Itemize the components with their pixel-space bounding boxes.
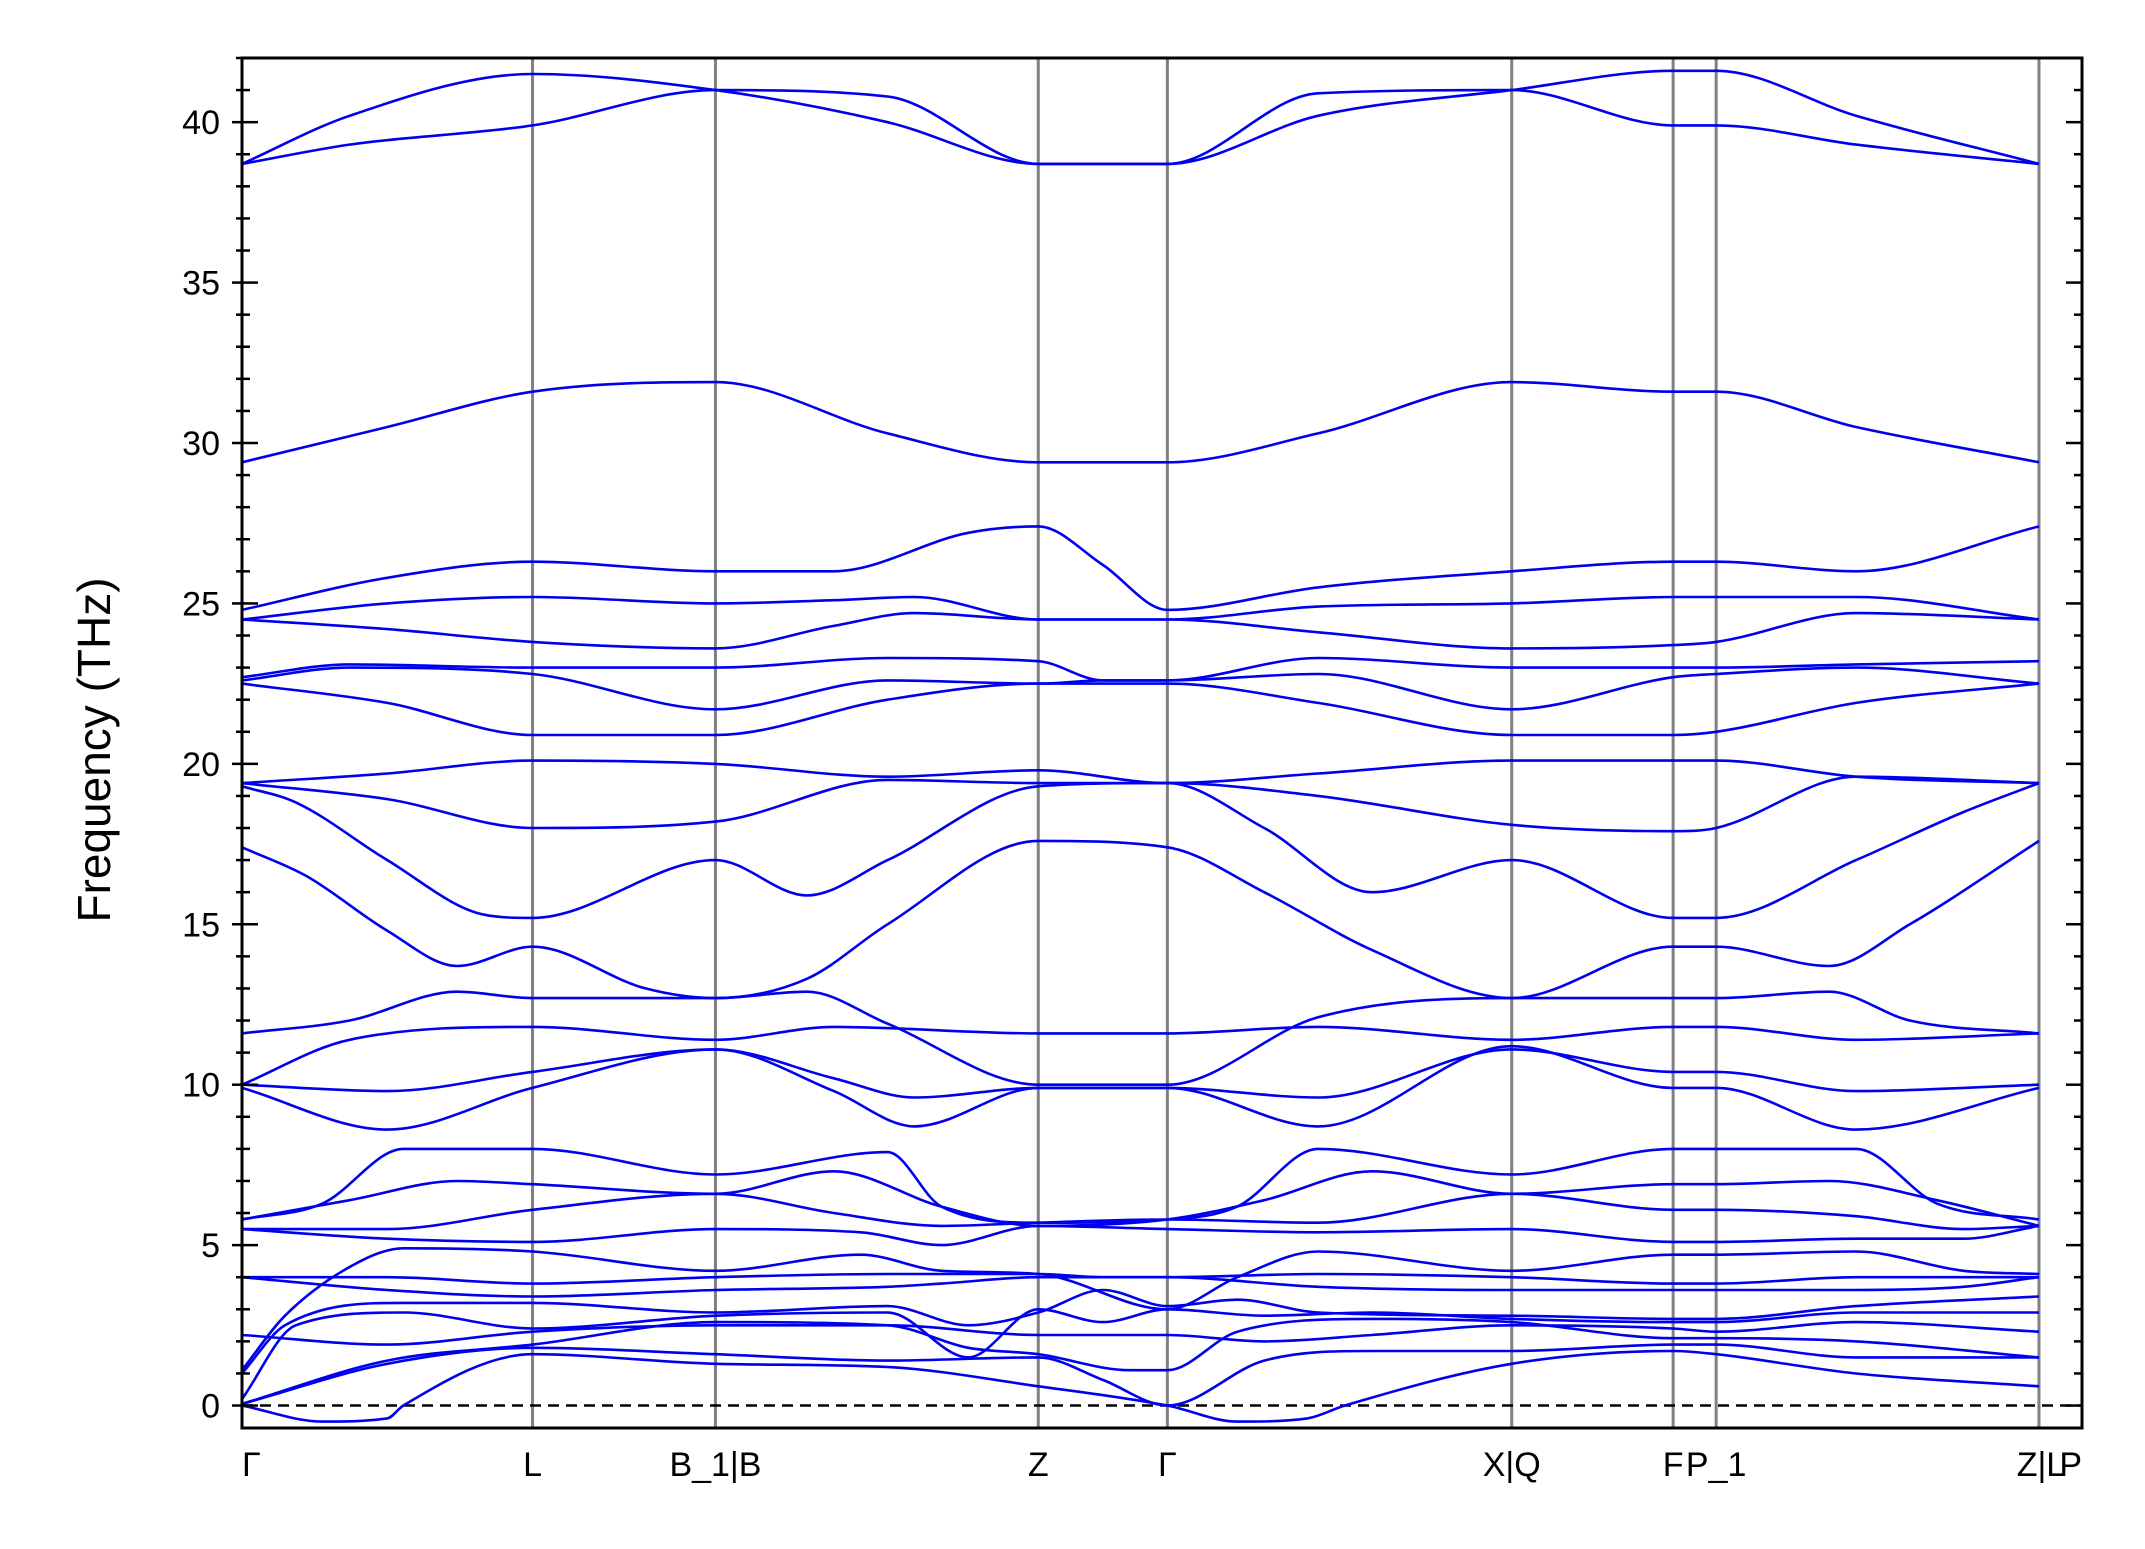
band-line — [241, 839, 2040, 1000]
band-line — [242, 1192, 2040, 1231]
x-tick-label: P — [2059, 1446, 2082, 1484]
band-line — [241, 1224, 2040, 1247]
band-line — [241, 656, 2040, 682]
band-line — [241, 1349, 2040, 1423]
band-line — [241, 1288, 2040, 1375]
y-tick-label: 5 — [201, 1227, 220, 1265]
y-tick-label: 25 — [182, 585, 220, 623]
y-tick-label: 10 — [182, 1067, 220, 1105]
band-line — [241, 1025, 2040, 1086]
band-line — [241, 88, 2040, 166]
band-line — [241, 380, 2040, 464]
band-line — [241, 759, 2040, 785]
x-tick-label: B_1|B — [669, 1446, 761, 1484]
y-tick-label: 20 — [182, 746, 220, 784]
band-line — [241, 682, 2040, 737]
x-tick-label: Γ — [1158, 1446, 1177, 1484]
x-tick-label: X|Q — [1483, 1446, 1541, 1484]
band-line — [241, 781, 2040, 920]
band-line — [241, 1044, 2040, 1131]
x-tick-label: Γ — [242, 1446, 261, 1484]
band-line — [240, 1308, 2039, 1400]
band-line — [241, 666, 2040, 711]
band-line — [240, 1247, 2040, 1372]
y-tick-label: 30 — [182, 425, 220, 463]
y-tick-label: 15 — [182, 906, 220, 944]
x-tick-label: Z — [1028, 1446, 1049, 1484]
band-line — [241, 595, 2040, 621]
band-line — [241, 1343, 2039, 1407]
x-tick-label: L — [523, 1446, 542, 1484]
band-line — [241, 775, 2040, 833]
y-tick-label: 40 — [182, 104, 220, 142]
y-axis-title: Frequency (THz) — [68, 577, 120, 922]
band-line — [241, 525, 2040, 612]
band-line — [241, 1317, 2040, 1406]
band-line — [241, 990, 2040, 1087]
band-line — [242, 1272, 2039, 1285]
phonon-bands — [240, 69, 2040, 1423]
band-line — [241, 1170, 2040, 1228]
band-line — [241, 1275, 2040, 1298]
band-line — [241, 611, 2040, 650]
band-line — [241, 1048, 2040, 1099]
y-axis-ticks: 0 5 10 15 20 25 30 35 40 — [182, 56, 2082, 1426]
band-line — [241, 69, 2040, 166]
x-tick-label: P_1 — [1686, 1446, 1747, 1484]
x-tick-label: Z|L — [2017, 1446, 2066, 1484]
y-tick-label: 0 — [201, 1388, 220, 1426]
x-tick-label: F — [1663, 1446, 1684, 1484]
y-tick-label: 35 — [182, 265, 220, 303]
band-line — [241, 1320, 2040, 1346]
plot-frame — [240, 56, 2084, 1430]
x-axis-tick-labels: Γ L B_1|B Z Γ X|Q F P_1 Z|LP — [242, 1446, 2082, 1484]
high-symmetry-dividers — [531, 58, 2041, 1428]
